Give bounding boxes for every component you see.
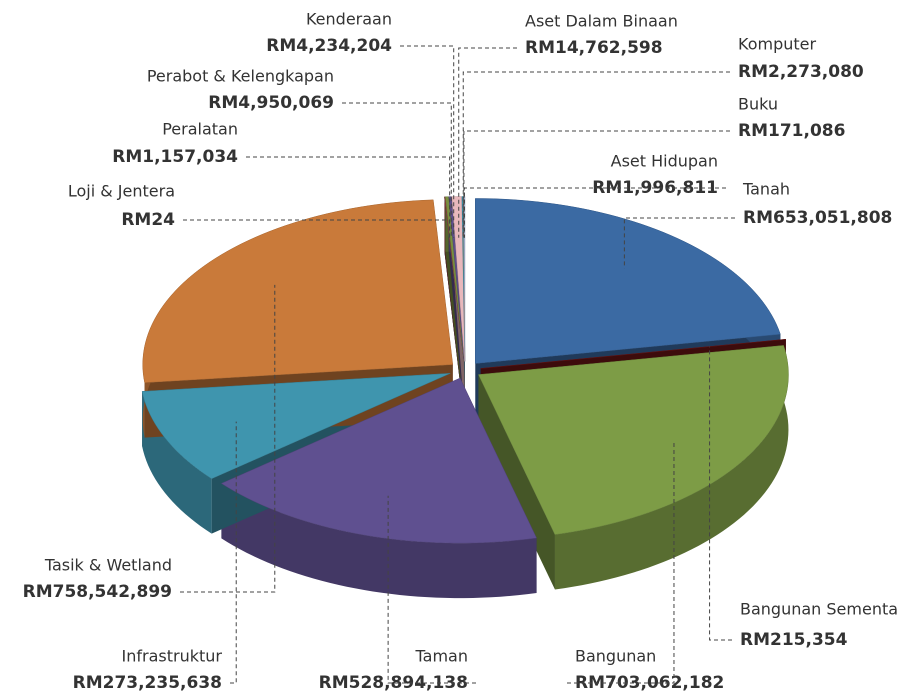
value-label: RM2,273,080 (738, 62, 864, 82)
slice-wall (478, 374, 555, 590)
leader-line (230, 421, 237, 684)
slice (448, 196, 465, 362)
leader-line (458, 47, 517, 238)
value-label: RM4,234,204 (266, 36, 392, 56)
category-label: Kenderaan (306, 10, 392, 29)
value-label: RM171,086 (738, 121, 845, 141)
category-label: Tasik & Wetland (44, 556, 172, 575)
slice (478, 345, 789, 535)
value-label: RM703,062,182 (575, 673, 724, 693)
value-label: RM758,542,899 (23, 582, 172, 602)
slice (475, 198, 781, 364)
slice-side (221, 483, 537, 599)
leader-line (463, 187, 726, 238)
slice (141, 373, 451, 479)
leader-line (709, 346, 732, 641)
category-label: Taman (415, 647, 468, 666)
slice-side (554, 345, 789, 590)
value-label: RM528,894,138 (319, 673, 468, 693)
leader-line (567, 441, 675, 684)
leader-line (180, 284, 276, 593)
value-label: RM653,051,808 (743, 208, 892, 228)
category-label: Infrastruktur (122, 647, 223, 666)
category-label: Aset Hidupan (611, 152, 718, 171)
category-label: Aset Dalam Binaan (525, 12, 678, 31)
value-label: RM4,950,069 (208, 93, 334, 113)
value-label: RM273,235,638 (73, 673, 222, 693)
value-label: RM24 (121, 210, 175, 230)
leader-line (246, 156, 451, 238)
value-label: RM1,157,034 (112, 147, 238, 167)
slice-side (444, 196, 446, 252)
leader-line (342, 102, 452, 238)
slice (142, 199, 454, 383)
leader-line (462, 71, 730, 238)
slice (220, 377, 537, 544)
slice (451, 196, 465, 362)
category-label: Komputer (738, 35, 816, 54)
category-label: Perabot & Kelengkapan (147, 67, 334, 86)
leader-line (400, 45, 455, 238)
leader-line (463, 130, 730, 238)
category-label: Bangunan Sementara (740, 600, 897, 619)
slice-side (142, 391, 212, 534)
value-label: RM14,762,598 (525, 38, 663, 58)
category-label: Peralatan (162, 120, 238, 139)
slice-tops (141, 196, 789, 544)
leader-line (387, 495, 476, 684)
category-label: Bangunan (575, 647, 656, 666)
category-label: Loji & Jentera (68, 182, 175, 201)
slice (480, 338, 787, 369)
value-label: RM215,354 (740, 630, 848, 650)
category-label: Buku (738, 95, 778, 114)
category-label: Tanah (742, 180, 790, 199)
leader-line (623, 217, 735, 269)
